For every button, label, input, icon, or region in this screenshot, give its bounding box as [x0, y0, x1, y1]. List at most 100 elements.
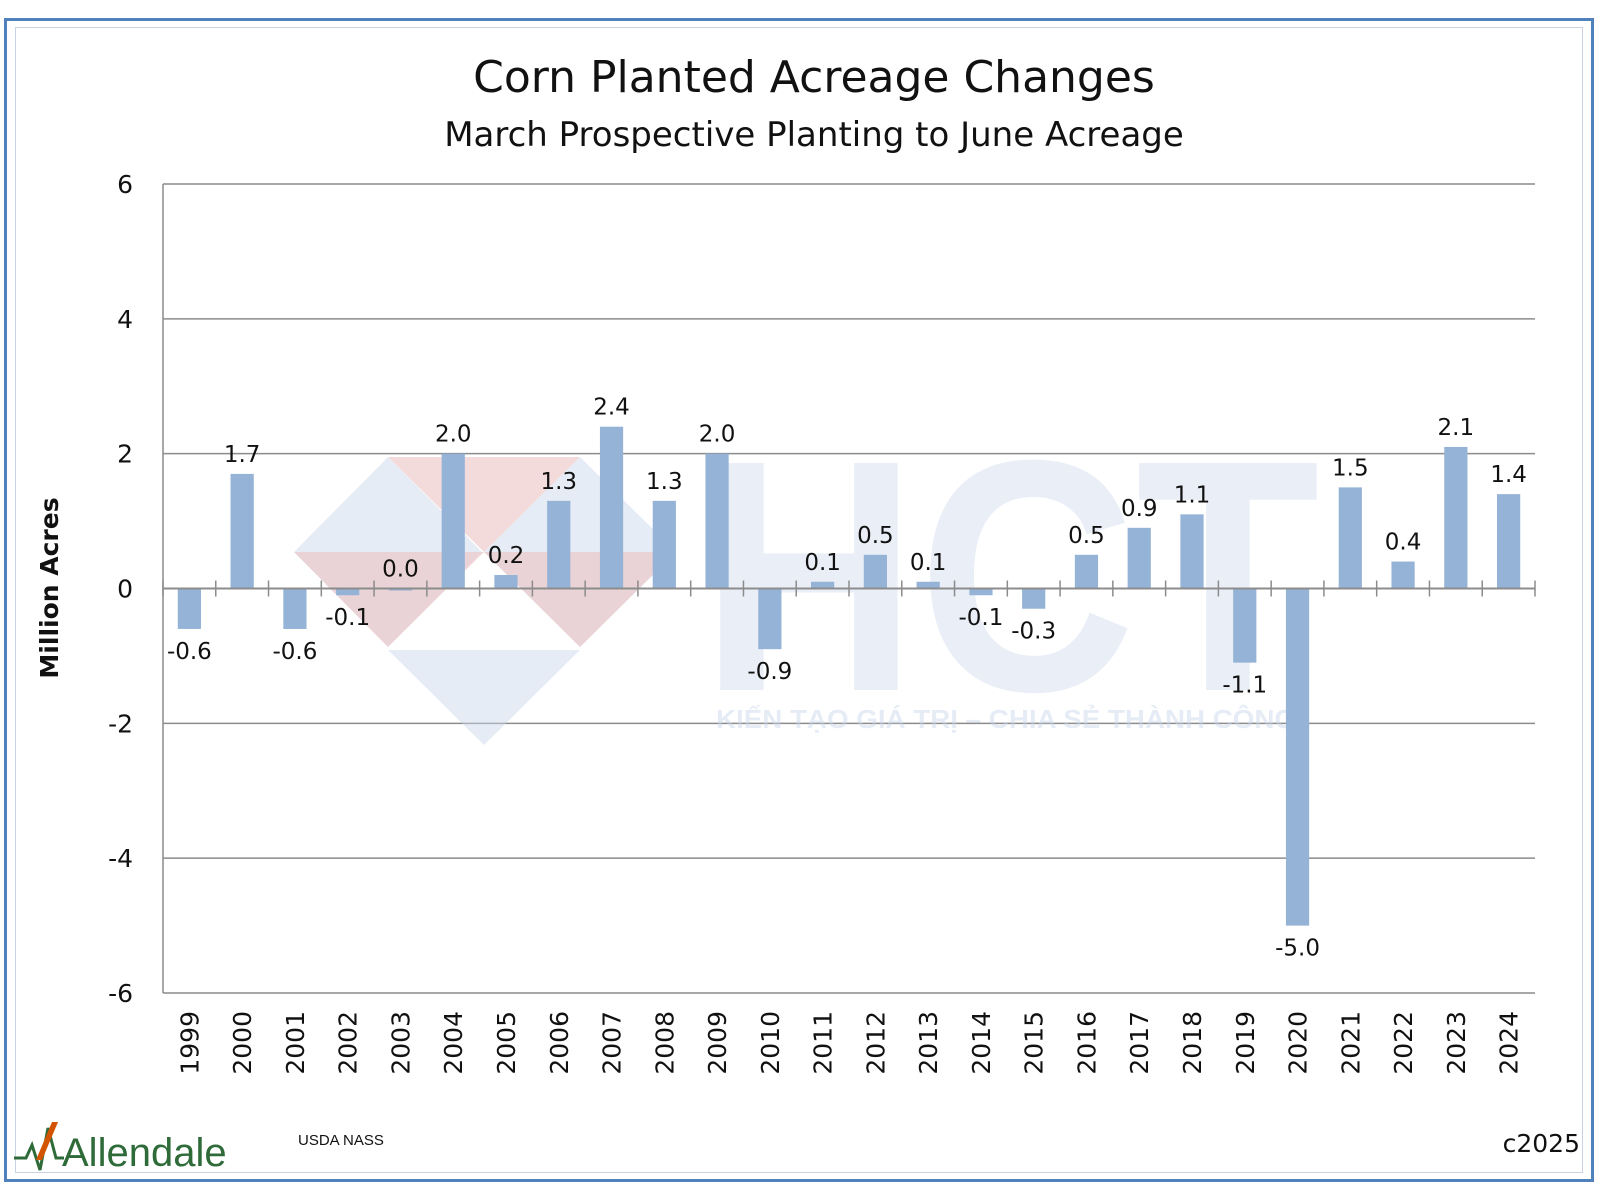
data-label-2021: 1.5: [1332, 455, 1369, 481]
x-tick-label: 2000: [228, 1011, 257, 1075]
watermark-triangle-left: [294, 552, 484, 647]
watermark-hct-letters: HCT: [700, 391, 1320, 760]
bar-2013: [916, 581, 940, 589]
bar-2023: [1444, 446, 1468, 589]
data-label-2015: -0.3: [1011, 619, 1056, 645]
bar-2016: [1074, 554, 1099, 589]
x-tick-label: 2024: [1495, 1011, 1524, 1075]
bar-2018: [1180, 514, 1204, 589]
data-label-2024: 1.4: [1490, 462, 1527, 488]
data-label-2003: 0.0: [382, 557, 419, 583]
bar-2019: [1233, 588, 1257, 663]
bar-2020: [1285, 588, 1310, 926]
y-tick-label: -4: [108, 844, 133, 873]
y-tick-label: 0: [117, 575, 133, 604]
x-tick-label: 2021: [1336, 1011, 1365, 1075]
x-tick-label: 2013: [914, 1011, 943, 1075]
logo-text: Allendale: [62, 1131, 227, 1175]
data-label-2016: 0.5: [1068, 523, 1105, 549]
data-label-2022: 0.4: [1385, 530, 1422, 556]
x-tick-label: 2012: [861, 1011, 890, 1075]
y-axis-label: Million Acres: [35, 497, 64, 678]
y-tick-labels: 6 4 2 0 -2 -4 -6: [108, 170, 133, 1008]
bar-2009: [705, 453, 729, 589]
x-tick-label: 2009: [703, 1011, 732, 1075]
x-tick-label: 2005: [492, 1011, 521, 1075]
chart-inner-border: [15, 27, 1583, 1173]
bar-2017: [1127, 527, 1151, 589]
bar-2006: [547, 500, 571, 589]
x-tick-label: 2023: [1442, 1011, 1471, 1075]
data-label-2012: 0.5: [857, 523, 894, 549]
data-label-2005: 0.2: [488, 543, 525, 569]
bar-2010: [758, 588, 782, 650]
data-label-2013: 0.1: [910, 550, 947, 576]
x-tick-label: 2010: [756, 1011, 785, 1075]
data-label-2007: 2.4: [593, 395, 630, 421]
x-tick-label: 2002: [334, 1011, 363, 1075]
data-label-2000: 1.7: [224, 442, 261, 468]
x-tick-label: 2007: [598, 1011, 627, 1075]
bar-2024: [1497, 494, 1521, 589]
x-tick-label: 1999: [175, 1011, 204, 1075]
x-tick-label: 2016: [1072, 1011, 1101, 1075]
hct-watermark: HCT KIẾN TẠO GIÁ TRỊ – CHIA SẺ THÀNH CÔN…: [294, 391, 1320, 760]
source-note: USDA NASS: [298, 1132, 384, 1149]
watermark-triangle-right: [484, 552, 676, 647]
watermark-tagline: KIẾN TẠO GIÁ TRỊ – CHIA SẺ THÀNH CÔNG: [716, 704, 1296, 734]
data-label-2018: 1.1: [1174, 482, 1211, 508]
data-label-2009: 2.0: [699, 422, 736, 448]
x-tick-label: 2017: [1125, 1011, 1154, 1075]
x-tick-label: 2001: [281, 1011, 310, 1075]
bar-2000: [230, 473, 254, 589]
x-tick-label: 2006: [545, 1011, 574, 1075]
watermark-triangle-bottom: [388, 650, 580, 745]
data-label-2011: 0.1: [804, 550, 841, 576]
y-tick-label: -6: [108, 979, 133, 1008]
bar-2015: [1022, 588, 1046, 609]
y-tick-label: -2: [108, 709, 133, 738]
logo-triangle-icon: [36, 1122, 58, 1160]
bar-1999: [177, 588, 201, 629]
x-tick-label: 2014: [967, 1011, 996, 1075]
grid-lines: [162, 183, 1535, 994]
logo-pulse-icon: [14, 1127, 64, 1171]
x-tick-label: 2003: [386, 1011, 415, 1075]
x-tick-label: 2011: [809, 1011, 838, 1075]
chart-title: Corn Planted Acreage Changes: [473, 52, 1155, 103]
x-tick-label: 2020: [1284, 1011, 1313, 1075]
chart-subtitle: March Prospective Planting to June Acrea…: [444, 115, 1184, 155]
data-labels: -0.6 1.7 -0.6 -0.1 0.0 2.0 0.2 1.3 2.4 1.3 2.0 -0.9…: [167, 395, 1527, 962]
bars: [177, 426, 1521, 926]
bar-2004: [441, 453, 465, 589]
zero-axis: [162, 580, 1536, 597]
bar-2005: [494, 575, 518, 589]
x-tick-label: 2022: [1389, 1011, 1418, 1075]
bar-2014: [969, 588, 993, 596]
bar-2002: [336, 588, 360, 596]
data-label-2002: -0.1: [325, 605, 370, 631]
data-label-2004: 2.0: [435, 422, 472, 448]
x-tick-label: 2004: [439, 1011, 468, 1075]
x-tick-label: 2018: [1178, 1011, 1207, 1075]
data-label-2008: 1.3: [646, 469, 683, 495]
x-tick-label: 2008: [650, 1011, 679, 1075]
data-label-2019: -1.1: [1222, 673, 1267, 699]
x-tick-label: 2015: [1020, 1011, 1049, 1075]
bar-2007: [599, 426, 624, 589]
bar-2008: [652, 500, 676, 589]
allendale-logo: Allendale: [14, 1122, 227, 1175]
data-label-2006: 1.3: [540, 469, 577, 495]
data-label-2014: -0.1: [958, 605, 1003, 631]
bar-2001: [283, 588, 307, 629]
data-label-2023: 2.1: [1438, 415, 1475, 441]
x-tick-labels: 1999 2000 2001 2002 2003 2004 2005 2006 2007 2008…: [175, 1011, 1523, 1075]
x-tick-label: 2019: [1231, 1011, 1260, 1075]
data-label-1999: -0.6: [167, 639, 212, 665]
bar-2022: [1391, 561, 1415, 589]
data-label-2017: 0.9: [1121, 496, 1158, 522]
chart-frame: [4, 18, 1594, 1182]
y-tick-label: 6: [117, 170, 133, 199]
data-label-2010: -0.9: [747, 659, 792, 685]
bar-2012: [863, 554, 887, 589]
